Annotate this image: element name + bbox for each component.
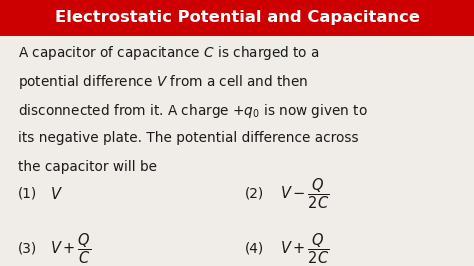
Text: A capacitor of capacitance $C$ is charged to a: A capacitor of capacitance $C$ is charge… xyxy=(18,44,320,62)
Text: its negative plate. The potential difference across: its negative plate. The potential differ… xyxy=(18,131,359,145)
Text: potential difference $V$ from a cell and then: potential difference $V$ from a cell and… xyxy=(18,73,309,91)
Text: disconnected from it. A charge $+q_0$ is now given to: disconnected from it. A charge $+q_0$ is… xyxy=(18,102,368,120)
Text: (4): (4) xyxy=(245,242,264,256)
Bar xyxy=(0,0,474,36)
Text: the capacitor will be: the capacitor will be xyxy=(18,160,157,174)
Text: (3): (3) xyxy=(18,242,37,256)
Text: $V-\dfrac{Q}{2C}$: $V-\dfrac{Q}{2C}$ xyxy=(280,177,329,211)
Text: (1): (1) xyxy=(18,187,37,201)
Text: $V$: $V$ xyxy=(50,186,63,202)
Text: $V+\dfrac{Q}{2C}$: $V+\dfrac{Q}{2C}$ xyxy=(280,232,329,266)
Text: $V+\dfrac{Q}{C}$: $V+\dfrac{Q}{C}$ xyxy=(50,232,91,266)
Text: (2): (2) xyxy=(245,187,264,201)
Text: Electrostatic Potential and Capacitance: Electrostatic Potential and Capacitance xyxy=(55,10,419,26)
